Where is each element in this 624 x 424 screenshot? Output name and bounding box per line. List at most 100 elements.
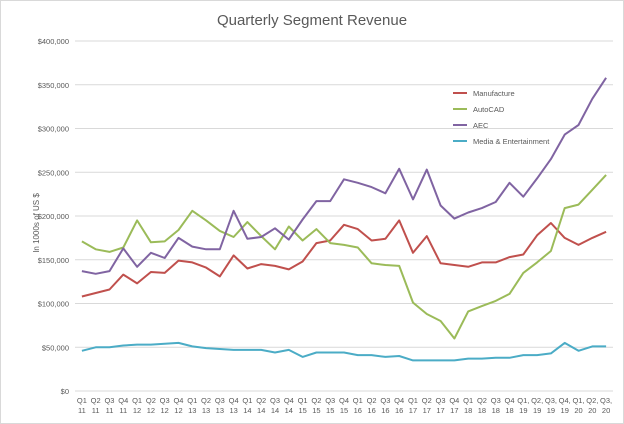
series-line-manufacture: [81, 219, 607, 298]
x-tick-label: Q1: [242, 396, 252, 405]
x-tick-label: Q2: [367, 396, 377, 405]
x-tick-label: Q1: [187, 396, 197, 405]
x-tick-label: Q4: [339, 396, 349, 405]
chart-title: Quarterly Segment Revenue: [217, 12, 407, 29]
x-tick-label: Q1,: [572, 396, 584, 405]
x-tick-label: 20: [602, 406, 610, 415]
x-axis-ticks: Q111Q211Q311Q411Q112Q212Q312Q412Q113Q213…: [77, 396, 612, 415]
x-tick-label: Q1: [463, 396, 473, 405]
series-lines: [81, 77, 607, 362]
x-tick-label: Q3: [325, 396, 335, 405]
x-tick-label: 11: [106, 406, 114, 415]
x-tick-label: Q3,: [545, 396, 557, 405]
x-tick-label: 19: [561, 406, 569, 415]
y-tick-label: $0: [61, 387, 69, 396]
series-line-aec: [81, 77, 607, 275]
legend-label: Manufacture: [473, 89, 515, 98]
x-tick-label: 13: [216, 406, 224, 415]
x-tick-label: Q2: [422, 396, 432, 405]
x-tick-label: Q2,: [586, 396, 598, 405]
gridlines: [75, 40, 613, 392]
x-tick-label: 13: [188, 406, 196, 415]
x-tick-label: 18: [505, 406, 513, 415]
x-tick-label: 17: [409, 406, 417, 415]
y-tick-label: $100,000: [38, 300, 69, 309]
series-line-media-entertainment: [81, 341, 607, 362]
x-tick-label: 12: [147, 406, 155, 415]
x-tick-label: Q2: [91, 396, 101, 405]
x-tick-label: Q1,: [517, 396, 529, 405]
x-tick-label: Q3: [380, 396, 390, 405]
x-tick-label: Q2: [146, 396, 156, 405]
x-tick-label: 16: [354, 406, 362, 415]
x-tick-label: 12: [133, 406, 141, 415]
x-tick-label: Q3: [436, 396, 446, 405]
x-tick-label: Q4: [449, 396, 459, 405]
y-tick-label: $300,000: [38, 125, 69, 134]
x-tick-label: Q1: [77, 396, 87, 405]
x-tick-label: 15: [298, 406, 306, 415]
x-tick-label: 14: [243, 406, 251, 415]
y-tick-label: $400,000: [38, 37, 69, 46]
x-tick-label: Q2: [201, 396, 211, 405]
y-tick-label: $350,000: [38, 81, 69, 90]
x-tick-label: Q4: [394, 396, 404, 405]
y-tick-label: $250,000: [38, 168, 69, 177]
x-tick-label: Q3: [270, 396, 280, 405]
x-tick-label: 11: [78, 406, 86, 415]
y-axis-ticks: $0 $50,000 $100,000 $150,000 $200,000 $250,00…: [38, 37, 69, 396]
x-tick-label: 18: [478, 406, 486, 415]
x-tick-label: 13: [229, 406, 237, 415]
x-tick-label: 20: [588, 406, 596, 415]
x-tick-label: 19: [519, 406, 527, 415]
series-line-autocad: [81, 174, 607, 340]
x-tick-label: 17: [436, 406, 444, 415]
x-tick-label: 15: [340, 406, 348, 415]
x-tick-label: Q4: [505, 396, 515, 405]
x-tick-label: Q3: [160, 396, 170, 405]
x-tick-label: Q1: [298, 396, 308, 405]
x-tick-label: 20: [574, 406, 582, 415]
x-tick-label: Q3: [215, 396, 225, 405]
x-tick-label: 17: [423, 406, 431, 415]
x-tick-label: Q3: [104, 396, 114, 405]
x-tick-label: Q4,: [559, 396, 571, 405]
x-tick-label: Q2: [256, 396, 266, 405]
x-tick-label: 16: [367, 406, 375, 415]
y-tick-label: $50,000: [42, 343, 69, 352]
x-tick-label: Q2: [477, 396, 487, 405]
x-tick-label: 11: [92, 406, 100, 415]
x-tick-label: 12: [174, 406, 182, 415]
legend-label: AutoCAD: [473, 105, 505, 114]
x-tick-label: Q4: [284, 396, 294, 405]
x-tick-label: Q2,: [531, 396, 543, 405]
x-tick-label: Q1: [353, 396, 363, 405]
x-tick-label: 16: [381, 406, 389, 415]
x-tick-label: Q3,: [600, 396, 612, 405]
x-tick-label: Q4: [229, 396, 239, 405]
x-tick-label: 16: [395, 406, 403, 415]
x-tick-label: 18: [464, 406, 472, 415]
y-axis-label: In 1000s of US $: [32, 193, 41, 253]
x-tick-label: 19: [533, 406, 541, 415]
x-tick-label: Q1: [132, 396, 142, 405]
x-tick-label: 14: [257, 406, 265, 415]
x-tick-label: Q4: [173, 396, 183, 405]
x-tick-label: 15: [312, 406, 320, 415]
legend-label: Media & Entertainment: [473, 137, 550, 146]
legend: Manufacture AutoCAD AEC Media & Entertainme…: [453, 89, 550, 146]
x-tick-label: Q4: [118, 396, 128, 405]
x-tick-label: 12: [160, 406, 168, 415]
x-tick-label: Q3: [491, 396, 501, 405]
x-tick-label: 17: [450, 406, 458, 415]
y-tick-label: $200,000: [38, 212, 69, 221]
x-tick-label: 14: [271, 406, 279, 415]
x-tick-label: Q2: [311, 396, 321, 405]
x-tick-label: Q1: [408, 396, 418, 405]
legend-label: AEC: [473, 121, 489, 130]
x-tick-label: 15: [326, 406, 334, 415]
x-tick-label: 14: [285, 406, 293, 415]
y-tick-label: $150,000: [38, 256, 69, 265]
